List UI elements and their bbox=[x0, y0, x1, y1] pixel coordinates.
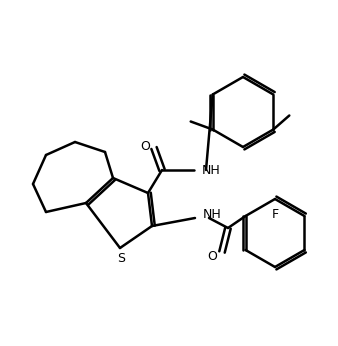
Text: NH: NH bbox=[203, 208, 222, 220]
Text: O: O bbox=[207, 249, 217, 263]
Text: NH: NH bbox=[202, 164, 221, 177]
Text: F: F bbox=[271, 209, 279, 221]
Text: O: O bbox=[140, 139, 150, 153]
Text: S: S bbox=[117, 252, 125, 264]
